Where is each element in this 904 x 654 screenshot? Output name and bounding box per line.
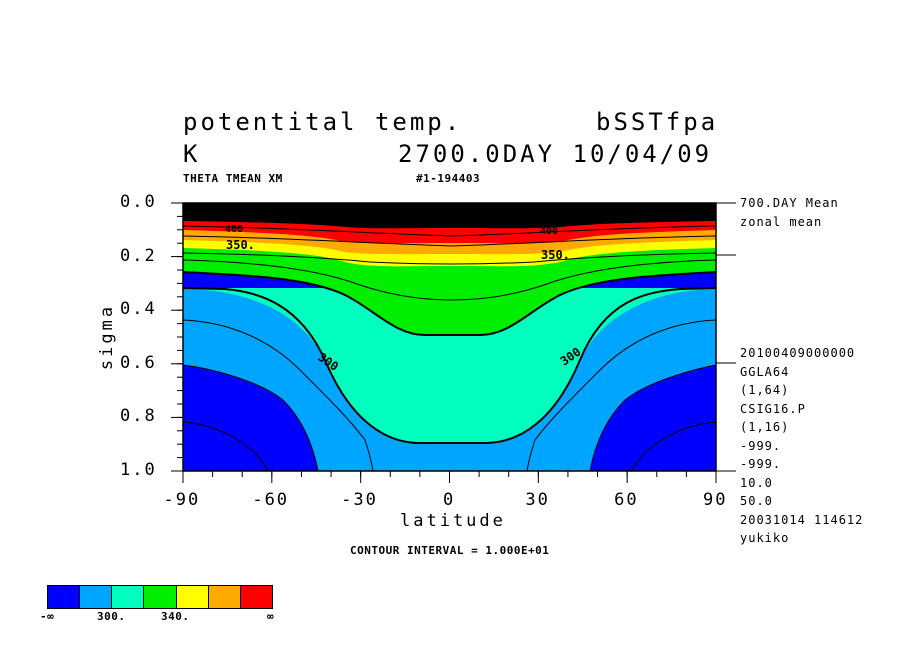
side-info-line: CSIG16.P	[740, 401, 806, 416]
y-tick-label: 0.4	[120, 299, 157, 320]
side-info-line: GGLA64	[740, 364, 790, 379]
colorbar-label-inf: ∞	[267, 610, 275, 623]
colorbar	[47, 585, 273, 609]
y-tick-label: 0.2	[120, 245, 157, 266]
y-tick-label: 0.6	[120, 352, 157, 373]
contour-label: 600	[227, 205, 245, 216]
side-info-line: 20031014 114612	[740, 512, 864, 527]
colorbar-label-340: 340.	[161, 610, 190, 623]
run-name: bSSTfpa	[596, 108, 719, 136]
y-tick-label: 0.0	[120, 192, 157, 212]
x-tick-label: 60	[614, 490, 639, 510]
colorbar-swatch	[239, 586, 272, 608]
period-label: 2700.0DAY 10/04/09	[398, 140, 713, 168]
y-tick-label: 0.8	[120, 406, 157, 427]
units-label: K	[183, 140, 201, 168]
x-tick-label: -60	[252, 490, 290, 510]
colorbar-swatch	[207, 586, 240, 608]
side-info-line: -999.	[740, 457, 782, 471]
colorbar-swatch	[175, 586, 208, 608]
x-tick-label: 90	[703, 490, 728, 510]
side-info-line: (1,16)	[740, 420, 790, 434]
side-info-line: 10.0	[740, 475, 773, 490]
colorbar-swatch	[48, 586, 80, 608]
colorbar-swatch	[111, 586, 144, 608]
x-tick-label: -30	[341, 490, 378, 510]
contour-label: 350.	[541, 248, 570, 262]
mean-label: 700.DAY Mean	[740, 196, 839, 210]
side-info-line: (1,64)	[740, 383, 790, 397]
contour-label: 400	[540, 226, 558, 237]
y-axis-label: sigma	[97, 304, 117, 370]
mean-type: zonal mean	[740, 215, 823, 229]
colorbar-label-300: 300.	[97, 610, 126, 623]
chart-title: potentital temp.	[183, 108, 463, 136]
side-info-line: 20100409000000	[740, 346, 856, 360]
variable-description: THETA TMEAN XM	[183, 172, 283, 185]
run-id: #1-194403	[416, 172, 481, 185]
colorbar-swatch	[143, 586, 176, 608]
colorbar-swatch	[79, 586, 112, 608]
band-warm	[183, 203, 716, 229]
side-info-line: 50.0	[740, 494, 773, 508]
contour-interval: CONTOUR INTERVAL = 1.000E+01	[350, 544, 550, 557]
x-tick-label: 0	[443, 490, 456, 510]
y-tick-label: 1.0	[120, 460, 157, 480]
side-info-line: -999.	[740, 438, 782, 453]
x-axis-label: latitude	[400, 511, 506, 531]
contour-label: 400	[225, 224, 243, 235]
x-tick-label: -90	[163, 490, 201, 510]
x-tick-label: 30	[525, 490, 550, 510]
contour-label: 850	[438, 203, 456, 214]
colorbar-label-neg-inf: -∞	[40, 610, 55, 623]
contour-label: 350.	[226, 238, 255, 252]
band-320-330	[183, 288, 716, 443]
side-info-line: yukiko	[740, 531, 790, 545]
